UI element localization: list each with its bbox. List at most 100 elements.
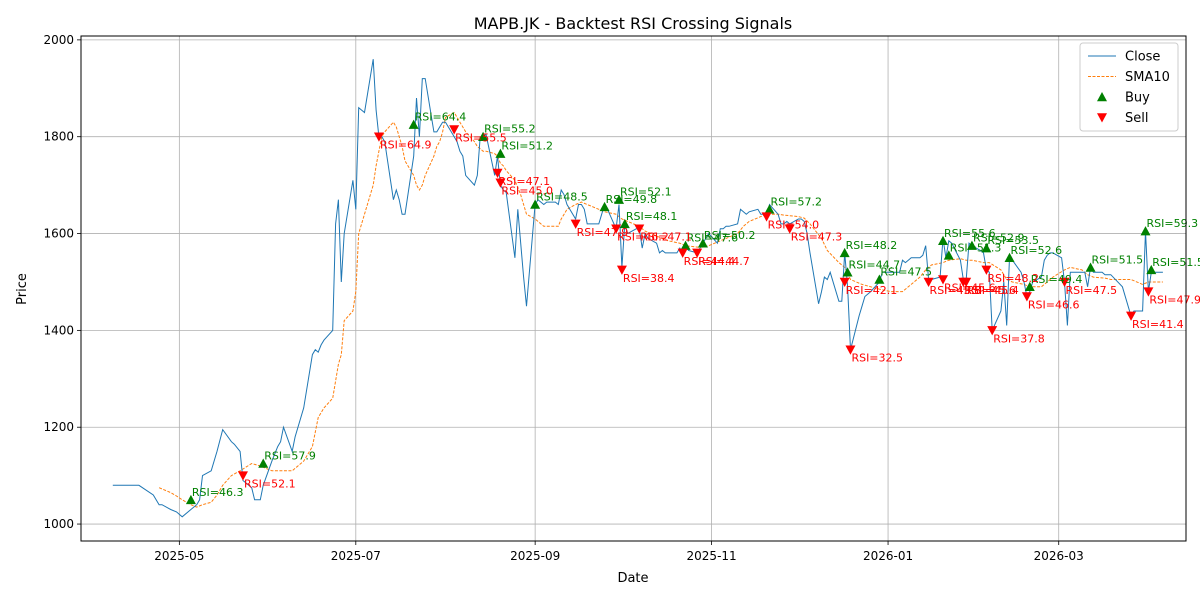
signal-markers <box>185 119 1157 505</box>
legend-label: SMA10 <box>1125 70 1170 85</box>
sell-marker <box>1126 311 1137 321</box>
buy-label: RSI=53.5 <box>987 234 1039 247</box>
buy-label: RSI=55.6 <box>944 227 996 240</box>
buy-marker <box>938 235 949 246</box>
sell-label: RSI=47.9 <box>1149 294 1200 307</box>
sell-label: RSI=47.5 <box>1066 284 1118 297</box>
legend-sell-swatch <box>1097 113 1107 123</box>
buy-marker <box>1024 281 1035 292</box>
y-tick-label: 1200 <box>43 420 74 434</box>
legend-label: Sell <box>1125 111 1148 126</box>
sell-label: RSI=47.3 <box>791 231 843 244</box>
buy-marker <box>599 201 610 212</box>
legend-label: Buy <box>1125 91 1150 106</box>
sell-marker <box>692 248 703 258</box>
legend-buy-swatch <box>1097 92 1107 102</box>
sell-marker <box>981 265 992 275</box>
buy-marker <box>680 240 691 250</box>
sell-label: RSI=52.1 <box>244 478 296 491</box>
sell-marker <box>1021 292 1032 302</box>
buy-marker <box>495 148 506 158</box>
y-tick-label: 2000 <box>43 33 74 47</box>
sell-label: RSI=45.4 <box>967 284 1019 297</box>
buy-label: RSI=57.2 <box>770 195 822 208</box>
y-tick-label: 1800 <box>43 130 74 144</box>
buy-marker <box>966 240 977 250</box>
buy-label: RSI=50.2 <box>704 229 756 242</box>
sell-marker <box>987 326 998 336</box>
sell-marker <box>570 219 581 229</box>
x-tick-label: 2025-11 <box>687 549 737 563</box>
buy-marker <box>1085 262 1096 272</box>
buy-label: RSI=49.8 <box>606 193 658 206</box>
sell-label: RSI=64.9 <box>380 139 432 152</box>
sell-marker <box>784 224 795 234</box>
sell-label: RSI=44.4 <box>684 255 736 268</box>
sell-marker <box>923 277 934 287</box>
sell-label: RSI=41.4 <box>1132 318 1184 331</box>
legend: Close SMA10 Buy Sell <box>1079 42 1179 132</box>
y-tick-label: 1000 <box>43 517 74 531</box>
x-axis-label: Date <box>617 571 648 586</box>
sell-marker <box>677 248 688 258</box>
sell-marker <box>492 168 503 179</box>
buy-marker <box>1004 252 1015 263</box>
sell-marker <box>1143 287 1154 297</box>
buy-label: RSI=51.5 <box>1092 253 1144 266</box>
buy-marker <box>478 131 489 141</box>
buy-label: RSI=51.5 <box>1152 256 1200 269</box>
sell-marker <box>761 212 772 222</box>
buy-label: RSI=48.1 <box>626 210 678 223</box>
buy-label: RSI=44.7 <box>849 258 901 271</box>
x-tick-label: 2026-01 <box>863 549 913 563</box>
sell-marker <box>449 125 460 135</box>
buy-marker <box>842 267 853 277</box>
y-tick-label: 1600 <box>43 227 74 241</box>
sell-label: RSI=46.2 <box>617 231 669 244</box>
sell-label: RSI=54.0 <box>768 219 820 232</box>
buy-label: RSI=52.6 <box>1011 244 1063 257</box>
sell-label: RSI=47.1 <box>640 231 692 244</box>
sell-marker <box>237 471 248 481</box>
buy-marker <box>839 247 850 258</box>
sell-label: RSI=55.5 <box>455 131 507 144</box>
buy-marker <box>943 250 954 260</box>
buy-marker <box>697 238 708 248</box>
sell-marker <box>839 277 850 287</box>
sell-label: RSI=45.0 <box>501 185 553 198</box>
sell-label: RSI=38.4 <box>623 272 675 285</box>
sell-label: RSI=47.9 <box>577 226 629 239</box>
sell-marker <box>611 224 622 234</box>
sell-label: RSI=45.6 <box>964 284 1016 297</box>
buy-marker <box>530 199 541 209</box>
sell-label: RSI=48.2 <box>987 272 1039 285</box>
buy-marker <box>185 494 196 505</box>
axis-ticks: 2025-05 2025-07 2025-09 2025-11 2026-01 2026-… <box>43 33 1083 563</box>
buy-label: RSI=47.6 <box>687 232 739 245</box>
y-axis-label: Price <box>15 273 30 305</box>
sell-marker <box>634 224 645 234</box>
signal-labels: RSI=46.3 RSI=57.9 RSI=64.4 RSI=55.2 RSI=51.2… <box>192 111 1200 499</box>
sell-marker <box>845 345 856 355</box>
buy-label: RSI=49.4 <box>1031 273 1083 286</box>
buy-label: RSI=48.2 <box>846 239 898 252</box>
sell-marker <box>495 178 506 188</box>
buy-marker <box>1146 264 1157 275</box>
buy-marker <box>874 274 885 284</box>
buy-marker <box>764 204 775 214</box>
sell-label: RSI=44.7 <box>698 255 750 268</box>
sell-label: RSI=42.1 <box>846 284 898 297</box>
grid-lines <box>81 36 1186 541</box>
sell-label: RSI=46.6 <box>1028 298 1080 311</box>
buy-label: RSI=64.4 <box>415 111 467 124</box>
legend-box <box>1079 42 1179 132</box>
buy-label: RSI=51.2 <box>501 140 553 153</box>
x-tick-label: 2026-03 <box>1034 549 1084 563</box>
buy-label: RSI=51.3 <box>950 241 1002 254</box>
x-tick-label: 2025-05 <box>154 549 204 563</box>
buy-label: RSI=52.9 <box>973 232 1025 245</box>
buy-label: RSI=47.5 <box>880 266 932 279</box>
buy-label: RSI=55.2 <box>484 123 536 136</box>
legend-label: Close <box>1125 50 1160 65</box>
sell-marker <box>373 132 384 142</box>
